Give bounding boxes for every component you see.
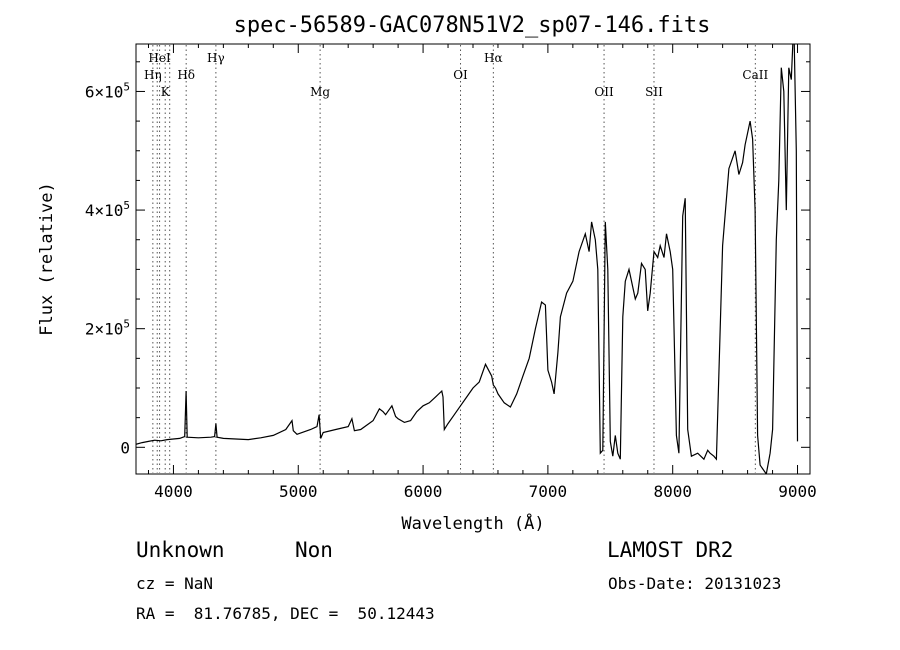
line-label: Hδ — [177, 68, 195, 82]
y-tick-label: 0 — [120, 438, 130, 457]
y-tick-label: 2×105 — [85, 318, 130, 339]
chart-title: spec-56589-GAC078N51V2_sp07-146.fits — [234, 13, 711, 38]
x-tick-label: 4000 — [154, 482, 193, 501]
redshift-value: cz = NaN — [136, 574, 214, 593]
survey-label: LAMOST DR2 — [607, 538, 734, 562]
coordinates: RA = 81.76785, DEC = 50.12443 — [136, 604, 435, 623]
x-axis-ticks: 4000 5000 6000 7000 8000 9000 — [147, 44, 817, 501]
spectral-line-markers — [152, 45, 756, 473]
x-tick-label: 9000 — [778, 482, 817, 501]
line-label: OII — [594, 85, 614, 99]
flux-line — [136, 44, 799, 474]
x-tick-label: 5000 — [279, 482, 318, 501]
plot-frame — [135, 43, 811, 475]
obs-date: Obs-Date: 20131023 — [608, 574, 782, 593]
line-label: CaII — [742, 68, 768, 82]
flux-series — [136, 44, 799, 474]
spectral-line-labels: HeI Hη K Hδ Hγ Mg OI Hα OII SII CaII — [144, 51, 768, 99]
y-tick-label: 4×105 — [85, 199, 130, 220]
y-axis-ticks: 0 2×105 4×105 6×105 — [85, 61, 810, 457]
line-label: Mg — [310, 85, 330, 99]
line-label: SII — [645, 85, 663, 99]
x-tick-label: 7000 — [529, 482, 568, 501]
line-label: HeI — [148, 51, 171, 65]
line-label: K — [161, 85, 171, 99]
line-label: Hγ — [207, 51, 225, 65]
x-axis-label: Wavelength (Å) — [401, 512, 544, 534]
line-label: Hα — [484, 51, 503, 65]
subclass-label: Non — [295, 538, 333, 562]
y-tick-label: 6×105 — [85, 80, 130, 101]
line-label: Hη — [144, 68, 162, 82]
class-label: Unknown — [136, 538, 225, 562]
line-label: OI — [453, 68, 468, 82]
spectrum-plot: spec-56589-GAC078N51V2_sp07-146.fits HeI… — [37, 13, 817, 534]
x-tick-label: 6000 — [404, 482, 443, 501]
x-tick-label: 8000 — [653, 482, 692, 501]
y-axis-label: Flux (relative) — [37, 182, 57, 336]
